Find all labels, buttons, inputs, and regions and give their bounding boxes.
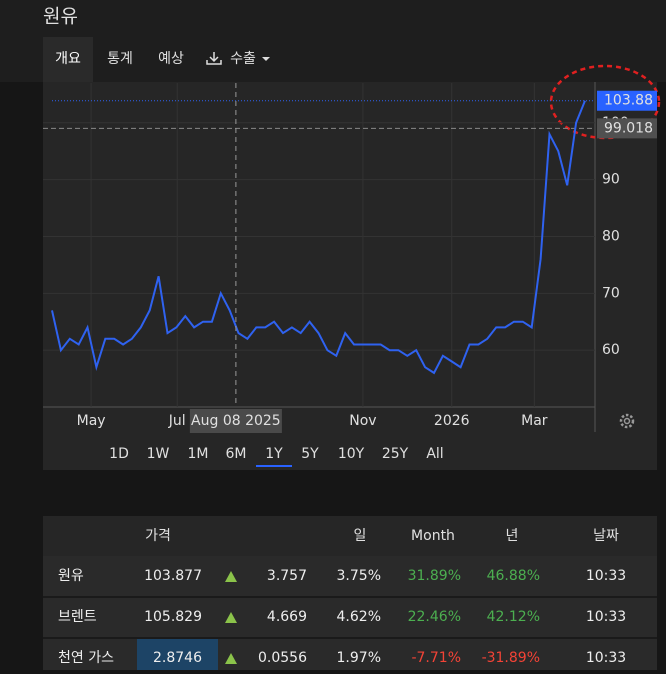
range-button[interactable]: 1M xyxy=(188,446,209,462)
y-tick-label: 80 xyxy=(602,228,620,244)
download-icon xyxy=(206,52,222,65)
y-tick-label: 70 xyxy=(602,285,620,301)
last-price-label: 103.88 xyxy=(604,93,653,109)
x-tick-label: May xyxy=(77,413,106,429)
prev-close-label: 99.018 xyxy=(604,120,653,136)
price-line xyxy=(51,100,586,375)
cell: 2.8746 xyxy=(153,650,202,666)
dropdown-caret xyxy=(262,57,270,61)
tab-active-bg xyxy=(43,37,93,82)
crosshair-tag xyxy=(189,409,282,433)
cell: 10:33 xyxy=(586,568,626,584)
range-button[interactable]: 1D xyxy=(109,446,129,462)
highlight-cell xyxy=(137,639,218,670)
cell: 31.89% xyxy=(408,568,461,584)
column-header: 날짜 xyxy=(593,528,619,544)
range-button[interactable]: 25Y xyxy=(382,446,409,462)
column-header: 가격 xyxy=(145,528,171,544)
table-header xyxy=(43,516,657,556)
annotation-circle xyxy=(549,64,661,140)
settings-icon[interactable] xyxy=(619,413,635,429)
range-button[interactable]: All xyxy=(426,446,443,462)
last-price-tag xyxy=(597,90,657,111)
cell: 22.46% xyxy=(408,609,461,625)
cell: 0.0556 xyxy=(258,650,307,666)
up-arrow xyxy=(225,571,237,582)
crosshair-label: Aug 08 2025 xyxy=(191,413,281,429)
column-header: 일 xyxy=(354,528,367,544)
prev-close-tag xyxy=(597,118,657,139)
cell: 105.829 xyxy=(144,609,202,625)
x-tick-label: Mar xyxy=(521,413,548,429)
cell: 3.757 xyxy=(267,568,307,584)
cell: -7.71% xyxy=(411,650,461,666)
cell: 브렌트 xyxy=(58,609,97,625)
x-tick-label: Jul xyxy=(168,413,186,429)
tab[interactable]: 수출 xyxy=(230,51,256,67)
y-tick-label: 90 xyxy=(602,172,620,188)
tab[interactable]: 예상 xyxy=(158,51,184,67)
up-arrow xyxy=(225,612,237,623)
y-tick-label: 60 xyxy=(602,342,620,358)
cell: -31.89% xyxy=(482,650,540,666)
range-button[interactable]: 10Y xyxy=(338,446,365,462)
column-header: 년 xyxy=(506,528,519,544)
range-button[interactable]: 1Y xyxy=(265,446,283,462)
range-button[interactable]: 6M xyxy=(226,446,247,462)
tab-bar xyxy=(0,36,666,82)
cell: 10:33 xyxy=(586,650,626,666)
cell: 원유 xyxy=(58,568,84,584)
cell: 1.97% xyxy=(337,650,381,666)
cell: 4.669 xyxy=(267,609,307,625)
cell: 천연 가스 xyxy=(58,650,114,666)
cell: 3.75% xyxy=(337,568,381,584)
x-tick-label: 2026 xyxy=(434,413,470,429)
range-button[interactable]: 5Y xyxy=(301,446,319,462)
tab[interactable]: 통계 xyxy=(107,51,133,67)
cell: 10:33 xyxy=(586,609,626,625)
cell: 42.12% xyxy=(487,609,540,625)
cell: 103.877 xyxy=(144,568,202,584)
title-bar xyxy=(0,0,666,36)
column-header: Month xyxy=(411,528,455,544)
cell: 4.62% xyxy=(337,609,381,625)
page-title: 원유 xyxy=(43,6,78,28)
up-arrow xyxy=(225,653,237,664)
range-button[interactable]: 1W xyxy=(147,446,170,462)
x-tick-label: Nov xyxy=(349,413,376,429)
chart-panel xyxy=(43,82,657,470)
tab[interactable]: 개요 xyxy=(55,51,81,67)
cell: 46.88% xyxy=(487,568,540,584)
